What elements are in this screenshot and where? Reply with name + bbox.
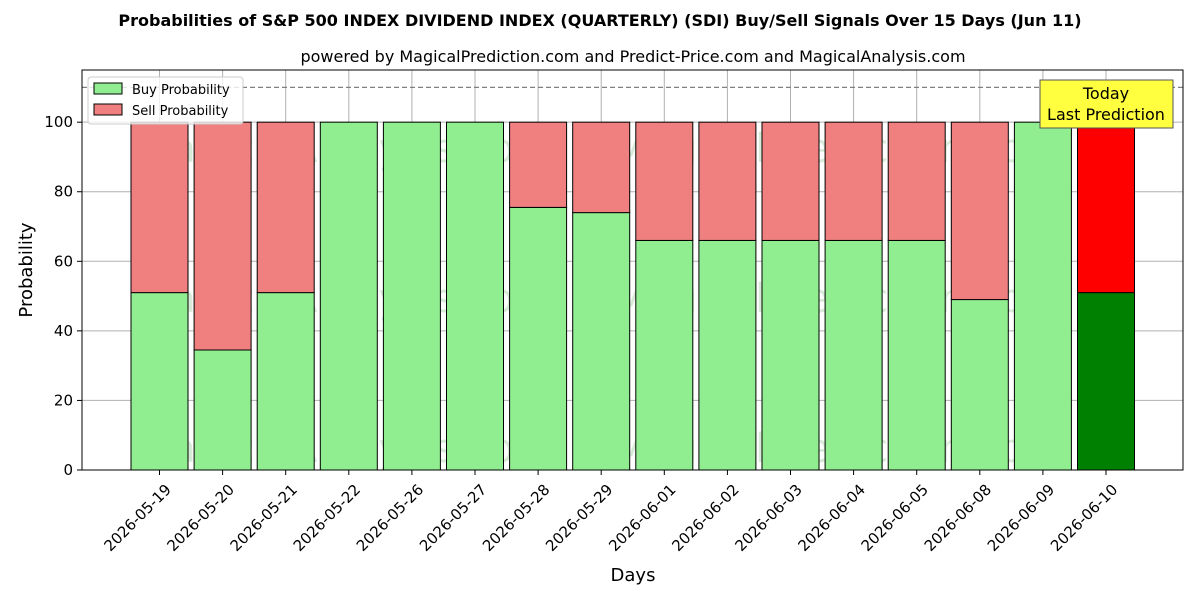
legend-box [87,76,244,125]
buy-bar [635,239,694,471]
buy-bar [446,121,504,471]
legend-swatch-sell [93,103,123,116]
annotation-box [1039,79,1174,129]
sell-bar [1077,121,1135,294]
x-tick-label: 2026-06-09 [984,481,1058,555]
bar-layer [130,121,1135,471]
sell-bar [635,121,694,241]
y-axis: 0 20 40 60 80 100 [44,113,82,479]
x-tick-label: 2026-05-20 [164,481,238,555]
x-axis-label: Days [611,565,656,586]
sell-bar [887,121,946,241]
y-tick-label: 80 [54,183,73,201]
sell-bar [256,121,315,294]
x-tick-label: 2026-05-26 [353,481,427,555]
buy-bar [761,239,820,471]
legend-label-buy: Buy Probability [132,83,230,98]
buy-bar [824,239,883,471]
buy-bar [509,206,568,471]
y-tick-label: 20 [54,391,73,409]
x-tick-label: 2026-06-08 [921,481,995,555]
sell-bar [130,121,189,294]
legend: Buy Probability Sell Probability [87,76,244,125]
x-tick-label: 2026-05-28 [479,481,553,555]
buy-bar [1077,292,1135,471]
legend-label-sell: Sell Probability [132,104,229,119]
y-tick-label: 40 [54,322,73,340]
x-tick-label: 2026-05-19 [100,481,174,555]
buy-bar [950,299,1009,471]
x-tick-label: 2026-06-04 [795,481,869,555]
today-annotation: Today Last Prediction [1039,79,1174,129]
chart-subtitle: powered by MagicalPrediction.com and Pre… [300,47,965,66]
annotation-line-1: Today [1082,84,1129,103]
sell-bar [761,121,820,241]
buy-bar [319,121,378,471]
buy-bar [887,239,946,471]
sell-bar [572,121,631,214]
buy-bar [256,292,315,471]
legend-swatch-buy [93,82,123,95]
sell-bar [193,121,252,351]
sell-bar [950,121,1009,301]
buy-bar [1013,121,1072,471]
buy-bar [130,292,189,471]
x-tick-label: 2026-05-22 [290,481,364,555]
x-tick-label: 2026-06-03 [731,481,805,555]
annotation-line-2: Last Prediction [1047,105,1165,124]
y-tick-label: 60 [54,252,73,270]
x-tick-label: 2026-05-29 [542,481,616,555]
plot-frame [81,69,1184,471]
chart-title: Probabilities of S&P 500 INDEX DIVIDEND … [118,11,1081,30]
x-tick-label: 2026-06-02 [668,481,742,555]
buy-bar [698,239,757,471]
sell-bar [698,121,757,241]
sell-bar [509,121,568,208]
buy-bar [572,212,631,471]
buy-bar [193,349,252,471]
buy-bar [382,121,441,471]
x-tick-label: 2026-06-01 [605,481,679,555]
sell-bar [824,121,883,241]
y-tick-label: 100 [44,113,73,131]
x-tick-label: 2026-05-27 [416,481,490,555]
x-axis: 2026-05-192026-05-202026-05-212026-05-22… [100,470,1121,555]
y-tick-label: 0 [63,461,73,479]
y-axis-label: Probability [16,222,37,317]
x-tick-label: 2026-06-05 [858,481,932,555]
x-tick-label: 2026-05-21 [227,481,301,555]
x-tick-label: 2026-06-10 [1047,481,1121,555]
